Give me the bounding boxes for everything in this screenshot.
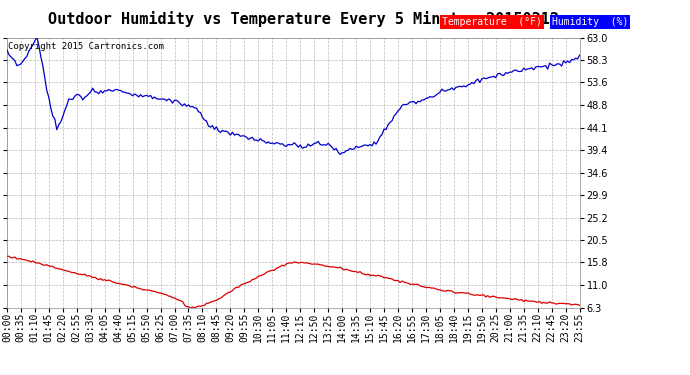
Text: Humidity  (%): Humidity (%) xyxy=(552,17,629,27)
Text: Outdoor Humidity vs Temperature Every 5 Minutes 20150212: Outdoor Humidity vs Temperature Every 5 … xyxy=(48,11,559,27)
Text: Copyright 2015 Cartronics.com: Copyright 2015 Cartronics.com xyxy=(8,42,164,51)
Text: Temperature  (°F): Temperature (°F) xyxy=(442,17,542,27)
